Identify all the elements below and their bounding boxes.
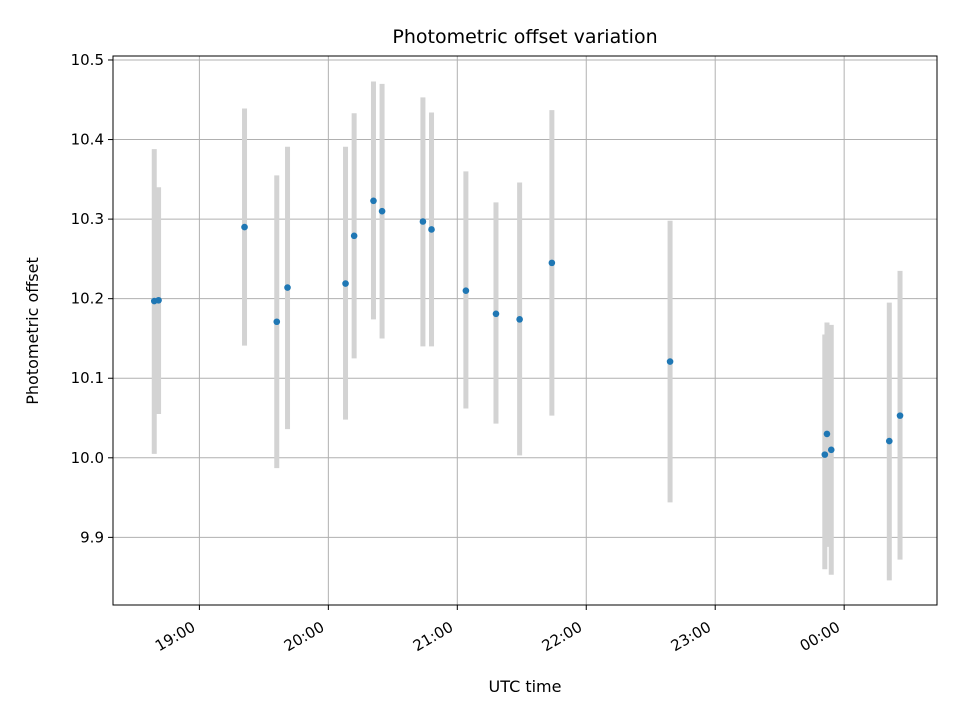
y-tick-label: 10.4	[71, 131, 104, 149]
y-tick-label: 10.3	[71, 210, 104, 228]
data-point	[823, 430, 831, 438]
chart-title: Photometric offset variation	[392, 26, 657, 48]
data-point	[284, 284, 291, 291]
plot-frame	[112, 55, 938, 606]
data-point	[821, 451, 829, 458]
y-tick-label: 10.0	[71, 449, 104, 467]
data-point	[462, 287, 470, 295]
y-tick-label: 10.1	[71, 369, 104, 387]
data-point	[896, 412, 904, 419]
data-point	[241, 223, 248, 231]
data-point	[548, 259, 556, 267]
data-point	[419, 218, 427, 225]
data-point	[350, 232, 358, 240]
grid	[113, 56, 937, 605]
data-point	[666, 358, 674, 365]
data-point	[155, 296, 162, 304]
data-points	[150, 197, 904, 458]
data-point	[273, 318, 281, 326]
y-tick-label: 9.9	[80, 528, 104, 546]
y-axis-label: Photometric offset	[23, 257, 42, 405]
y-tick-label: 10.2	[71, 290, 104, 308]
x-axis-label: UTC time	[489, 677, 562, 696]
data-point	[378, 207, 386, 215]
data-point	[492, 310, 500, 318]
data-point	[428, 226, 435, 233]
y-axis-ticks: 9.9 10.0 10.1 10.2 10.3 10.4 10.5	[71, 51, 113, 546]
data-point	[827, 446, 835, 454]
y-tick-label: 10.5	[71, 51, 104, 69]
data-point	[885, 437, 893, 445]
data-point	[516, 316, 523, 323]
data-point	[342, 280, 349, 287]
data-point	[370, 197, 377, 205]
